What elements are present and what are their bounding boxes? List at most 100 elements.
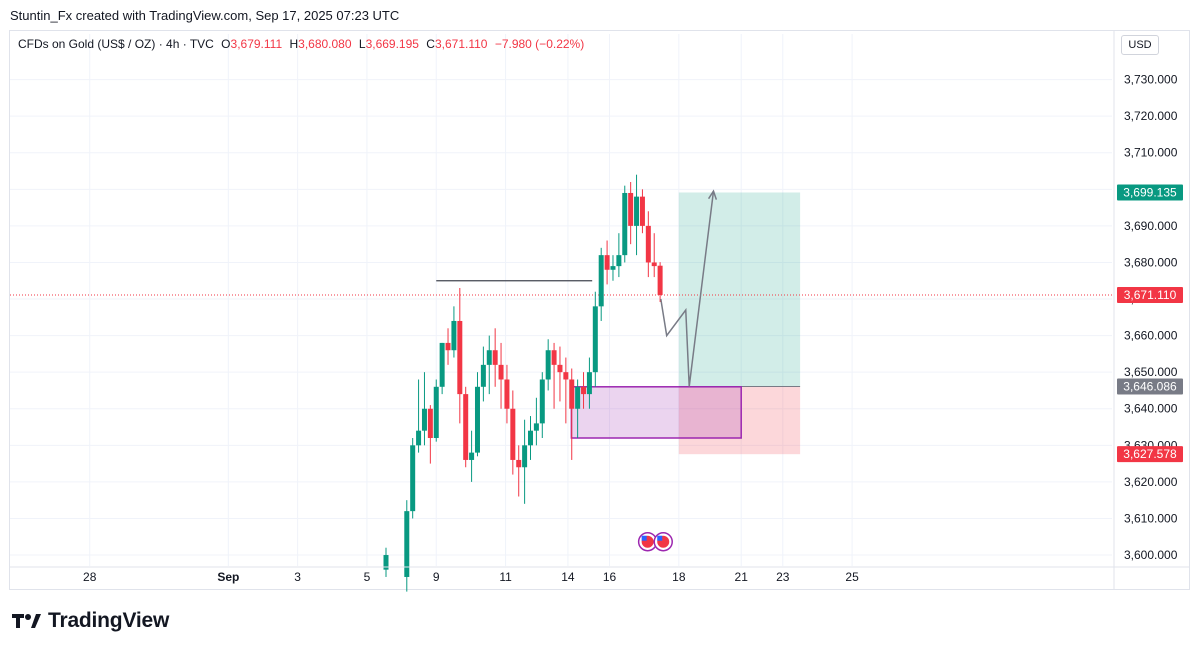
candle-body xyxy=(551,350,557,365)
candle-body xyxy=(433,386,439,438)
price-tag-bg xyxy=(1117,378,1183,395)
x-tick-label: 9 xyxy=(433,570,440,584)
candle-body xyxy=(634,196,640,226)
candle-body xyxy=(439,342,445,387)
candle-body xyxy=(563,372,569,380)
candle xyxy=(539,372,545,438)
candle-body xyxy=(486,350,492,365)
candle xyxy=(427,405,433,464)
ohlc-legend: CFDs on Gold (US$ / OZ) · 4h · TVC O3,67… xyxy=(18,37,584,51)
candle-body xyxy=(404,511,410,577)
annotations-back xyxy=(10,192,1112,455)
target-zone xyxy=(678,192,801,387)
candle xyxy=(634,174,640,256)
candle xyxy=(404,500,410,592)
candle-body xyxy=(604,255,610,270)
chart-frame xyxy=(9,30,1190,590)
candle-body xyxy=(445,342,451,351)
price-tag: 3,646.086 xyxy=(1117,378,1183,395)
price-tag: 3,699.135 xyxy=(1117,184,1183,201)
annotations-front xyxy=(637,189,718,552)
chart-caption: Stuntin_Fx created with TradingView.com,… xyxy=(10,8,400,23)
candle xyxy=(486,335,492,395)
candle-body xyxy=(557,364,563,373)
candle xyxy=(592,291,598,387)
price-tag-label: 3,699.135 xyxy=(1123,185,1177,199)
candle xyxy=(604,240,610,285)
y-tick-label: 3,720.000 xyxy=(1124,109,1178,123)
candle-body xyxy=(457,320,463,395)
candle-body xyxy=(569,379,575,409)
candle xyxy=(639,189,645,234)
y-tick-label: 3,620.000 xyxy=(1124,475,1178,489)
candle-body xyxy=(410,445,416,512)
x-tick-label: 28 xyxy=(83,570,97,584)
candle xyxy=(557,346,563,402)
candle xyxy=(498,342,504,409)
open-label: O xyxy=(221,37,231,51)
candle-body xyxy=(492,350,498,365)
candle xyxy=(469,430,475,482)
y-tick-label: 3,600.000 xyxy=(1124,548,1178,562)
candle-body xyxy=(581,386,587,395)
candle xyxy=(586,357,592,409)
candle-body xyxy=(522,445,528,468)
low-value: 3,669.195 xyxy=(365,37,419,51)
candle-body xyxy=(528,430,534,446)
price-tag-bg xyxy=(1117,184,1183,201)
x-tick-label: 18 xyxy=(672,570,686,584)
price-axis: 3,600.0003,610.0003,620.0003,630.0003,64… xyxy=(1113,31,1178,589)
candle xyxy=(445,328,451,365)
candle xyxy=(474,372,480,457)
candle xyxy=(492,328,498,387)
candle xyxy=(645,211,651,278)
candle xyxy=(569,368,575,460)
price-tag-label: 3,627.578 xyxy=(1123,447,1177,461)
x-tick-label: 21 xyxy=(735,570,749,584)
stop-zone xyxy=(678,386,801,455)
close-label: C xyxy=(426,37,435,51)
event-flag-canton xyxy=(657,535,663,541)
price-tag: 3,627.578 xyxy=(1117,446,1183,463)
candle-body xyxy=(516,459,522,468)
event-flag-icon xyxy=(637,531,658,552)
candle xyxy=(628,182,634,245)
price-tag-label: 3,646.086 xyxy=(1123,379,1177,393)
candle xyxy=(383,547,389,577)
candle xyxy=(581,372,587,409)
low-label: L xyxy=(358,37,366,51)
candle-body xyxy=(427,408,433,438)
y-tick-label: 3,650.000 xyxy=(1124,365,1178,379)
projection-path xyxy=(660,191,715,387)
candle xyxy=(616,233,622,278)
candle-body xyxy=(416,430,422,446)
x-tick-label: 11 xyxy=(499,570,512,584)
candle xyxy=(451,306,457,358)
symbol-label: CFDs on Gold (US$ / OZ) · 4h · TVC xyxy=(18,37,214,51)
price-tag-bg xyxy=(1117,286,1183,303)
y-tick-label: 3,680.000 xyxy=(1124,255,1178,269)
candle xyxy=(563,357,569,424)
x-tick-label: 14 xyxy=(561,570,575,584)
candle-body xyxy=(622,192,628,256)
candle-body xyxy=(586,372,592,395)
candle xyxy=(410,438,416,519)
candle-body xyxy=(451,320,457,351)
grid-lines xyxy=(10,34,1112,566)
high-value: 3,680.080 xyxy=(298,37,352,51)
tradingview-logo-icon xyxy=(12,614,41,628)
candle xyxy=(504,364,510,424)
candle xyxy=(516,445,522,497)
candle-body xyxy=(474,386,480,453)
x-tick-label: 16 xyxy=(603,570,617,584)
candle xyxy=(545,339,551,391)
currency-button[interactable]: USD xyxy=(1121,35,1159,55)
candle xyxy=(528,416,534,460)
high-label: H xyxy=(289,37,299,51)
time-axis: 28 Sep 3 5 9 11 14 16 18 21 23 25 xyxy=(10,566,1189,584)
open-value: 3,679.111 xyxy=(230,37,283,51)
y-tick-label: 3,660.000 xyxy=(1124,329,1178,343)
candle-body xyxy=(610,266,616,270)
price-labels: 3,699.135 3,671.110 3,646.086 3,627.578 xyxy=(1117,184,1183,463)
